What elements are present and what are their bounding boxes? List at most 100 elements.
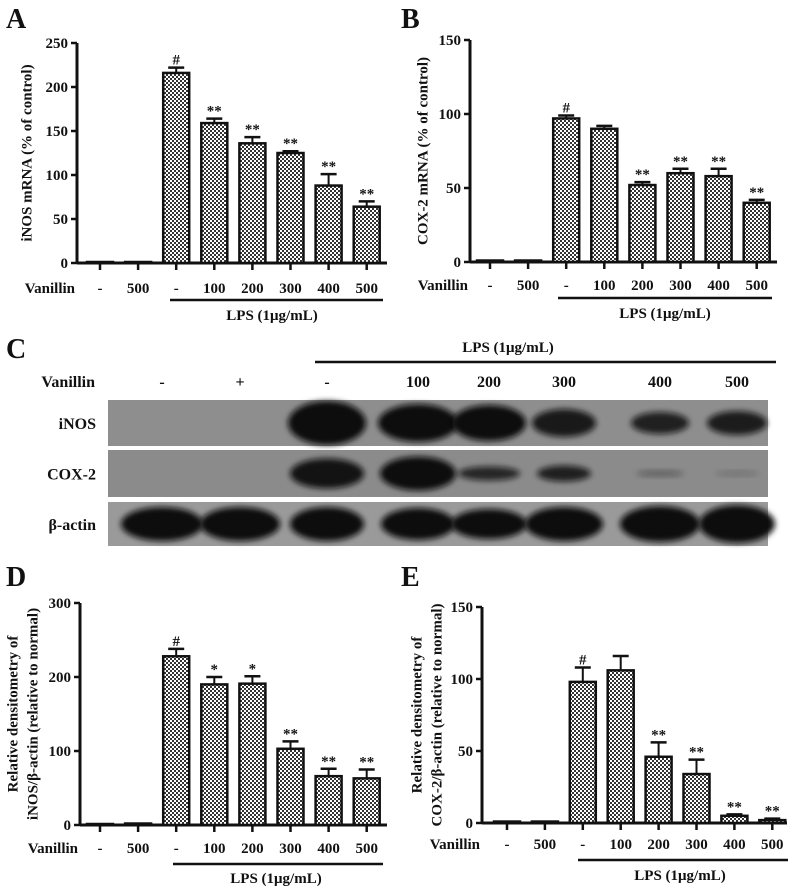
blot-band <box>451 509 527 539</box>
blot-band <box>452 405 526 441</box>
bar <box>530 820 560 825</box>
significance-marker: ** <box>727 799 742 815</box>
y-axis-label: iNOS mRNA (% of control) <box>19 64 35 241</box>
y-tick-label: 50 <box>53 212 68 228</box>
blot-band <box>620 506 700 542</box>
blot-row-cox-2: COX-2 <box>47 450 768 497</box>
blot-band <box>380 456 456 491</box>
blot-band <box>458 466 520 481</box>
lps-label: LPS (1μg/mL) <box>634 868 725 884</box>
category-label: 500 <box>534 837 557 853</box>
significance-marker: ** <box>359 755 374 771</box>
lps-label: LPS (1μg/mL) <box>230 871 321 887</box>
category-label: 300 <box>685 837 708 853</box>
significance-marker: # <box>172 53 180 69</box>
category-label: 500 <box>127 841 150 857</box>
bar <box>682 772 711 825</box>
bar <box>276 151 305 265</box>
chart-panel-e: E Relative densitometry of COX-2/β-actin (… <box>401 562 788 884</box>
category-label: - <box>488 278 493 294</box>
bar <box>644 755 673 825</box>
category-label: 300 <box>279 281 302 297</box>
y-axis-label: iNOS/β-actin (relative to normal) <box>25 608 41 820</box>
blot-row-label: β-actin <box>48 517 96 534</box>
panel-label: D <box>6 562 26 593</box>
category-label: 100 <box>609 837 632 853</box>
western-blot-panel: C LPS (1μg/mL) Vanillin - + - 100 200 300 400 5… <box>6 334 776 546</box>
bar <box>704 174 733 264</box>
significance-marker: # <box>172 634 180 650</box>
bar <box>352 205 381 265</box>
blot-band <box>532 409 596 437</box>
y-tick-label: 250 <box>46 36 69 52</box>
blot-band <box>288 401 366 445</box>
bar <box>492 820 522 825</box>
significance-marker: ** <box>359 186 374 202</box>
vanillin-label: Vanillin <box>418 278 469 294</box>
blot-band <box>200 507 280 541</box>
category-label: 500 <box>355 841 378 857</box>
y-tick-label: 100 <box>439 107 462 123</box>
y-tick-label: 0 <box>466 816 474 832</box>
blot-band <box>525 507 603 541</box>
category-label: 200 <box>647 837 670 853</box>
y-tick-label: 300 <box>49 596 72 612</box>
blot-lane-label: 400 <box>648 374 672 391</box>
vanillin-label: Vanillin <box>430 837 481 853</box>
significance-marker: ** <box>749 185 764 201</box>
y-tick-label: 150 <box>439 33 462 49</box>
lps-label: LPS (1μg/mL) <box>226 308 317 324</box>
bar <box>551 117 581 264</box>
panel-label-c: C <box>6 334 26 365</box>
panel-label: E <box>401 562 420 593</box>
significance-marker: ** <box>321 159 336 175</box>
bar <box>742 201 771 264</box>
y-tick-label: 200 <box>46 80 69 96</box>
bar <box>628 183 657 264</box>
y-tick-label: 0 <box>454 255 462 271</box>
category-label: 500 <box>517 278 540 294</box>
category-label: 100 <box>203 281 226 297</box>
y-tick-label: 150 <box>451 600 474 616</box>
blot-lane-label: - <box>159 374 164 391</box>
significance-marker: ** <box>689 745 704 761</box>
blot-row--actin: β-actin <box>48 502 775 546</box>
chart-panel-b: B COX-2 mRNA (% of control) 0 50 100 150 - 500 #… <box>401 4 777 322</box>
blot-band <box>715 471 759 476</box>
category-label: 500 <box>761 837 784 853</box>
significance-marker: # <box>579 652 587 668</box>
y-tick-label: 0 <box>64 818 72 834</box>
category-label: 100 <box>593 278 616 294</box>
chart-panel-d: D Relative densitometry of iNOS/β-actin (r… <box>5 562 387 887</box>
blot-lane-label: - <box>324 374 329 391</box>
y-tick-label: 100 <box>46 168 69 184</box>
category-label: - <box>98 281 103 297</box>
bar <box>666 171 695 264</box>
category-label: 300 <box>669 278 692 294</box>
bar <box>85 260 115 265</box>
vanillin-label: Vanillin <box>28 841 79 857</box>
lps-label: LPS (1μg/mL) <box>619 306 710 322</box>
significance-marker: * <box>211 662 219 678</box>
bar <box>238 682 267 827</box>
significance-marker: # <box>562 100 570 116</box>
blot-row-label: COX-2 <box>47 467 96 484</box>
category-label: 400 <box>723 837 746 853</box>
category-label: 200 <box>631 278 654 294</box>
bar <box>85 822 115 827</box>
category-label: - <box>174 841 179 857</box>
y-tick-label: 50 <box>458 744 473 760</box>
y-tick-label: 50 <box>446 181 461 197</box>
y-tick-label: 150 <box>46 124 69 140</box>
category-label: - <box>580 837 585 853</box>
y-tick-label: 0 <box>61 256 69 272</box>
significance-marker: ** <box>245 122 260 138</box>
significance-marker: ** <box>673 154 688 170</box>
y-tick-label: 100 <box>49 744 72 760</box>
blot-band <box>699 505 775 543</box>
significance-marker: * <box>249 661 257 677</box>
bar <box>314 184 343 265</box>
